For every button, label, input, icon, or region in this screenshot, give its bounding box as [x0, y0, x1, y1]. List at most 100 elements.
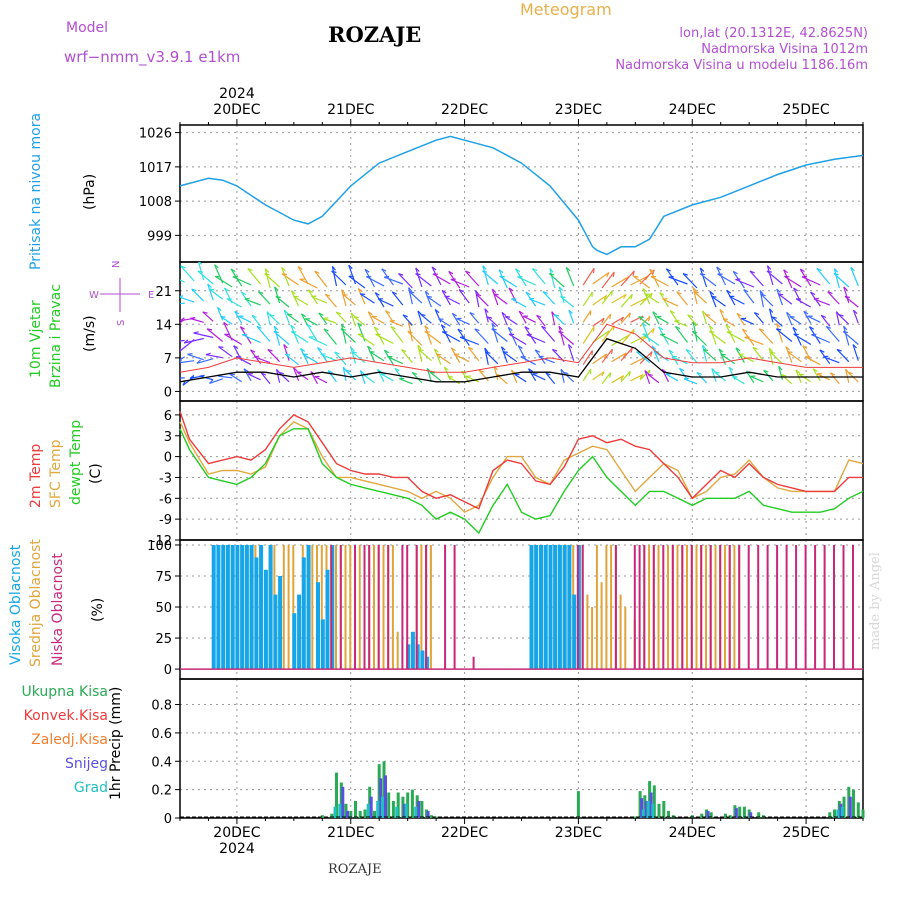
wind-arrow-head: [799, 373, 805, 376]
wind-arrow-head: [198, 262, 203, 265]
wind-arrow-head: [812, 368, 818, 373]
cloud-low-bar: [330, 545, 333, 670]
wind-arrow: [702, 310, 708, 325]
precip-hail-bar: [395, 806, 399, 818]
wind-arrow: [197, 262, 205, 281]
wind-arrow-head: [420, 313, 426, 316]
wind-arrow: [180, 279, 185, 283]
wind-arrow: [753, 312, 764, 324]
wind-arrow: [224, 333, 243, 346]
wind-arrow: [202, 311, 214, 322]
wind-arrow: [693, 291, 707, 304]
wind-speed-line: [179, 337, 863, 383]
wind-arrow: [447, 376, 461, 385]
wind-arrow-head: [168, 302, 172, 305]
wind-arrow-head: [669, 310, 675, 314]
wind-arrow-head: [568, 309, 573, 315]
wind-arrow-head: [843, 330, 849, 334]
wind-arrow: [335, 311, 347, 323]
wind-arrow-head: [293, 367, 298, 372]
wind-arrow-head: [622, 352, 627, 358]
wind-arrow-head: [287, 313, 293, 316]
wind-arrow: [704, 313, 717, 324]
wind-arrow: [499, 275, 518, 288]
wind-arrow: [642, 288, 651, 305]
wind-arrow-head: [630, 347, 633, 353]
wind-arrow: [281, 273, 299, 286]
cloud-high-bar: [249, 545, 254, 670]
wind-arrow-head: [234, 310, 240, 315]
wind-arrow: [777, 293, 793, 305]
wind-arrow-head: [166, 274, 171, 275]
wind-arrow-head: [776, 328, 782, 331]
wind-arrow-head: [676, 291, 682, 295]
wind-arrow-head: [450, 347, 456, 352]
wind-arrow-head: [743, 289, 749, 293]
wind-arrow-head: [440, 324, 446, 329]
wind-arrow-head: [830, 372, 836, 376]
precip-rain-bar: [320, 815, 324, 818]
page-title: ROZAJE: [328, 22, 422, 47]
precip-snow-bar: [706, 810, 710, 818]
wind-arrow-head: [241, 291, 247, 296]
wind-arrow-head: [283, 344, 288, 349]
wind-arrow-head: [692, 330, 698, 334]
wind-arrow: [701, 345, 708, 362]
wind-arrow: [674, 320, 688, 327]
cloud-mid-bar: [358, 545, 361, 670]
wind-arrow-head: [254, 355, 260, 358]
cloud-low-bar: [757, 545, 760, 670]
wind-arrow-head: [196, 359, 201, 364]
precip-snow-bar: [644, 801, 648, 818]
wind-arrow-head: [601, 371, 605, 377]
wind-arrow-head: [358, 333, 364, 336]
model-altitude-label: Nadmorska Visina u modelu 1186.16m: [615, 58, 868, 73]
wind-arrow-head: [720, 353, 726, 356]
wind-arrow-head: [628, 312, 631, 318]
wind-arrow-head: [460, 336, 466, 338]
y-tick-label: 100: [147, 539, 172, 554]
cloud-high-bar: [230, 545, 235, 670]
wind-arrow: [633, 275, 650, 289]
cloud-low-bar: [738, 545, 741, 670]
precip-snow-bar: [749, 812, 753, 818]
wind-arrow: [652, 311, 660, 325]
wind-arrow: [620, 347, 633, 362]
year-label-top: 2024: [219, 86, 255, 102]
wind-arrow: [538, 356, 555, 364]
wind-arrow: [510, 369, 518, 384]
wind-arrow-head: [485, 351, 491, 354]
wind-arrow-head: [491, 328, 497, 331]
wind-arrow-head: [508, 287, 514, 292]
wind-arrow: [482, 270, 499, 285]
wind-arrow: [769, 351, 783, 365]
wind-arrow-head: [699, 267, 705, 272]
wind-arrow: [459, 336, 480, 346]
wind-arrow-head: [563, 371, 569, 375]
wind-arrow: [302, 353, 318, 364]
cloud-high-bar: [235, 545, 240, 670]
wind-arrow: [795, 298, 812, 308]
cloud-low-bar: [785, 545, 788, 670]
wind-arrow: [638, 316, 650, 326]
y-tick-label: 3: [164, 430, 172, 445]
wind-arrow-head: [342, 293, 348, 296]
wind-arrow: [611, 316, 624, 325]
wind-arrow-head: [591, 291, 593, 297]
wind-arrow-head: [778, 365, 783, 371]
wind-arrow: [256, 326, 271, 342]
wind-arrow-head: [789, 315, 795, 318]
wind-arrow-head: [589, 369, 592, 375]
wind-arrow: [284, 353, 299, 366]
wind-arrow: [541, 326, 556, 342]
wind-arrow: [226, 298, 242, 308]
wind-arrow-head: [833, 268, 839, 273]
wind-arrow-head: [802, 345, 808, 349]
wind-arrow-head: [205, 352, 211, 356]
cloud-high-bar: [244, 545, 249, 670]
wind-arrow-head: [278, 371, 284, 375]
wind-arrow-head: [261, 372, 267, 376]
wind-arrow-head: [799, 268, 805, 273]
wind-arrow-head: [444, 366, 449, 371]
